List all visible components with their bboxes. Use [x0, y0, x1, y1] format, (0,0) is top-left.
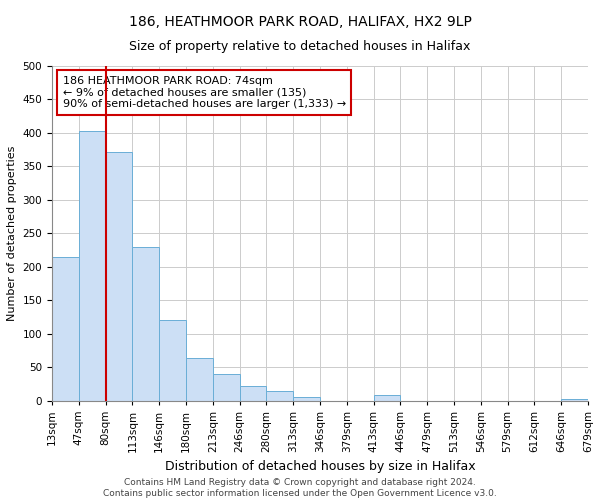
X-axis label: Distribution of detached houses by size in Halifax: Distribution of detached houses by size … [165, 460, 475, 473]
Bar [106, 152, 133, 400]
Bar [186, 358, 213, 401]
Bar [266, 390, 293, 400]
Text: 186 HEATHMOOR PARK ROAD: 74sqm
← 9% of detached houses are smaller (135)
90% of : 186 HEATHMOOR PARK ROAD: 74sqm ← 9% of d… [62, 76, 346, 109]
Text: Size of property relative to detached houses in Halifax: Size of property relative to detached ho… [130, 40, 470, 53]
Bar [213, 374, 239, 400]
Bar [79, 131, 106, 400]
Bar [133, 246, 159, 400]
Bar [561, 398, 588, 400]
Bar [374, 395, 400, 400]
Bar [293, 397, 320, 400]
Bar [52, 256, 79, 400]
Text: 186, HEATHMOOR PARK ROAD, HALIFAX, HX2 9LP: 186, HEATHMOOR PARK ROAD, HALIFAX, HX2 9… [128, 15, 472, 29]
Bar [239, 386, 266, 400]
Y-axis label: Number of detached properties: Number of detached properties [7, 146, 17, 321]
Text: Contains HM Land Registry data © Crown copyright and database right 2024.
Contai: Contains HM Land Registry data © Crown c… [103, 478, 497, 498]
Bar [159, 320, 186, 400]
